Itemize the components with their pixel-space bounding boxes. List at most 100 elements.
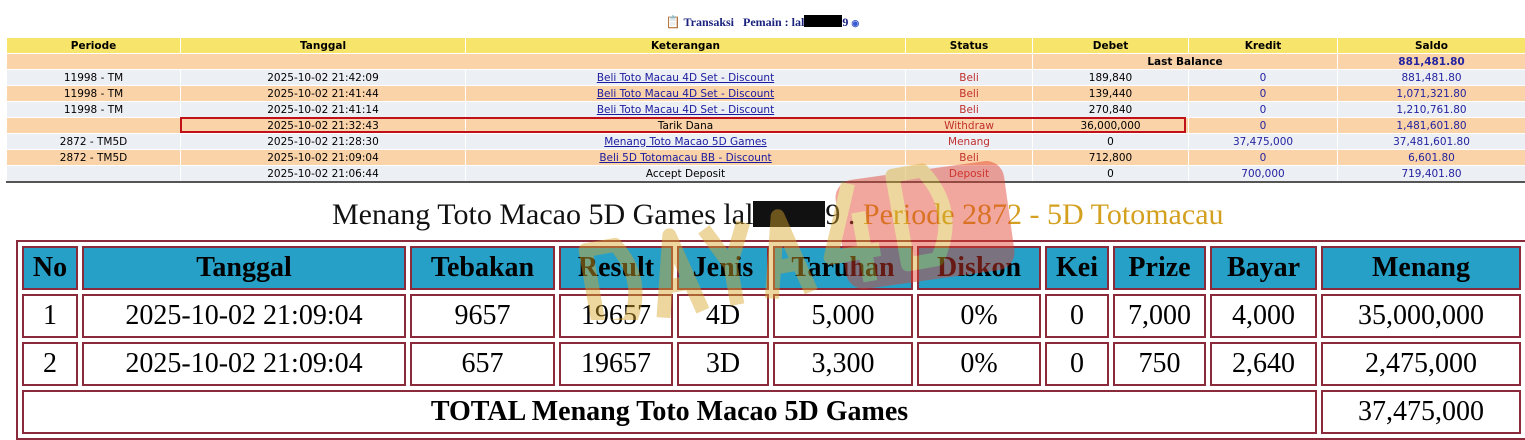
keterangan: Accept Deposit (466, 166, 906, 182)
empty-cell (7, 54, 1033, 70)
tanggal: 2025-10-02 21:41:14 (181, 102, 466, 118)
periode: 2872 - TM5D (7, 150, 181, 166)
keterangan: Beli 5D Totomacau BB - Discount (466, 150, 906, 166)
tanggal: 2025-10-02 21:28:30 (181, 134, 466, 150)
last-balance-label: Last Balance (1033, 54, 1338, 70)
win-cell: 19657 (559, 294, 673, 338)
column-header: Periode (7, 38, 181, 54)
periode (7, 166, 181, 182)
redaction (804, 15, 842, 27)
win-cell: 5,000 (773, 294, 913, 338)
tanggal: 2025-10-02 21:41:44 (181, 86, 466, 102)
column-header: Status (906, 38, 1033, 54)
win-column-header: Menang (1321, 246, 1521, 290)
win-cell: 0% (917, 342, 1041, 386)
win-cell: 657 (410, 342, 555, 386)
win-column-header: Bayar (1210, 246, 1317, 290)
win-cell: 2025-10-02 21:09:04 (82, 342, 406, 386)
kredit: 0 (1189, 86, 1338, 102)
win-cell: 3D (677, 342, 769, 386)
periode (7, 118, 181, 134)
clipboard-icon: 📋 (666, 15, 681, 29)
column-header: Kredit (1189, 38, 1338, 54)
keterangan-link[interactable]: Beli Toto Macau 4D Set - Discount (597, 72, 774, 84)
win-periode: Periode 2872 - 5D Totomacau (863, 198, 1224, 231)
periode: 11998 - TM (7, 86, 181, 102)
win-column-header: Taruhan (773, 246, 913, 290)
kredit: 0 (1189, 118, 1338, 134)
win-cell: 2 (22, 342, 78, 386)
debet: 189,840 (1033, 70, 1189, 86)
win-column-header: Diskon (917, 246, 1041, 290)
win-cell: 4D (677, 294, 769, 338)
debet: 0 (1033, 134, 1189, 150)
win-column-header: Tanggal (82, 246, 406, 290)
saldo: 1,071,321.80 (1338, 86, 1525, 102)
win-column-header: Result (559, 246, 673, 290)
keterangan: Beli Toto Macau 4D Set - Discount (466, 70, 906, 86)
win-cell: 0 (1045, 342, 1109, 386)
win-title-text: Menang Toto Macao 5D Games lal (332, 198, 753, 231)
keterangan-link[interactable]: Beli Toto Macau 4D Set - Discount (597, 88, 774, 100)
saldo: 881,481.80 (1338, 70, 1525, 86)
win-cell: 7,000 (1113, 294, 1206, 338)
periode: 11998 - TM (7, 102, 181, 118)
kredit: 0 (1189, 70, 1338, 86)
win-cell: 2,475,000 (1321, 342, 1521, 386)
info-icon[interactable]: ◉ (851, 18, 859, 28)
kredit: 0 (1189, 102, 1338, 118)
status: Menang (906, 134, 1033, 150)
status: Beli (906, 70, 1033, 86)
debet: 270,840 (1033, 102, 1189, 118)
win-cell: 19657 (559, 342, 673, 386)
win-title-suffix: 9 . (825, 198, 855, 231)
win-column-header: Prize (1113, 246, 1206, 290)
column-header: Saldo (1338, 38, 1525, 54)
saldo: 37,481,601.80 (1338, 134, 1525, 150)
saldo: 6,601.80 (1338, 150, 1525, 166)
kredit: 37,475,000 (1189, 134, 1338, 150)
player-suffix: 9 (842, 15, 848, 29)
status: Beli (906, 150, 1033, 166)
total-value: 37,475,000 (1321, 390, 1521, 434)
keterangan-link[interactable]: Beli Toto Macau 4D Set - Discount (597, 104, 774, 116)
win-title: Menang Toto Macao 5D Games lal 9 . Period… (332, 198, 1224, 232)
tanggal: 2025-10-02 21:09:04 (181, 150, 466, 166)
keterangan: Beli Toto Macau 4D Set - Discount (466, 102, 906, 118)
keterangan: Beli Toto Macau 4D Set - Discount (466, 86, 906, 102)
kredit: 700,000 (1189, 166, 1338, 182)
win-cell: 1 (22, 294, 78, 338)
win-cell: 9657 (410, 294, 555, 338)
tanggal: 2025-10-02 21:42:09 (181, 70, 466, 86)
win-column-header: Kei (1045, 246, 1109, 290)
saldo: 1,481,601.80 (1338, 118, 1525, 134)
keterangan-text: Accept Deposit (646, 168, 725, 180)
column-header: Tanggal (181, 38, 466, 54)
win-cell: 2,640 (1210, 342, 1317, 386)
saldo: 1,210,761.80 (1338, 102, 1525, 118)
periode: 11998 - TM (7, 70, 181, 86)
kredit: 0 (1189, 150, 1338, 166)
transaksi-label: Transaksi (684, 15, 734, 29)
last-balance-value: 881,481.80 (1338, 54, 1525, 70)
tanggal: 2025-10-02 21:06:44 (181, 166, 466, 182)
win-cell: 2025-10-02 21:09:04 (82, 294, 406, 338)
periode: 2872 - TM5D (7, 134, 181, 150)
keterangan-link[interactable]: Menang Toto Macao 5D Games (604, 136, 767, 148)
win-column-header: Jenis (677, 246, 769, 290)
keterangan-link[interactable]: Beli 5D Totomacau BB - Discount (599, 152, 771, 164)
win-cell: 0 (1045, 294, 1109, 338)
debet: 0 (1033, 166, 1189, 182)
win-cell: 35,000,000 (1321, 294, 1521, 338)
